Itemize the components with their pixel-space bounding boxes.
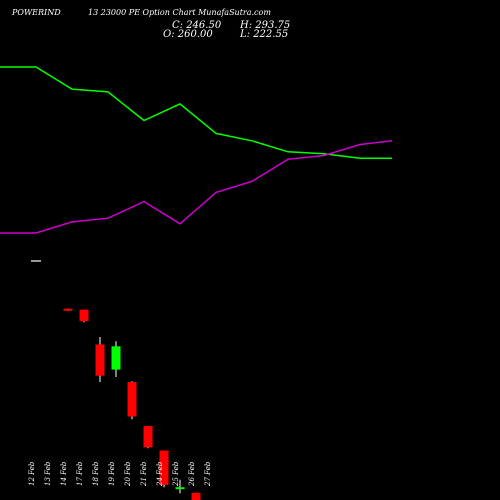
ohlc-open: O: 260.00: [163, 29, 213, 40]
candle-25-feb: [175, 479, 185, 494]
x-tick-label: 14 Feb: [60, 461, 68, 486]
x-tick-label: 21 Feb: [140, 461, 148, 487]
x-tick-label: 25 Feb: [172, 461, 180, 487]
x-tick-label: 13 Feb: [44, 461, 52, 486]
candles: [31, 260, 201, 500]
magenta-indicator-line: [0, 140, 393, 234]
candle-body: [159, 450, 169, 485]
candle-body: [63, 308, 73, 311]
candle-body: [127, 382, 137, 417]
candle-24-feb: [159, 450, 169, 488]
candle-18-feb: [95, 337, 105, 383]
x-tick-label: 19 Feb: [108, 461, 116, 486]
x-tick-label: 26 Feb: [188, 461, 196, 487]
indicator-lines: [0, 66, 393, 234]
x-tick-label: 18 Feb: [92, 461, 100, 486]
candle-14-feb: [63, 308, 73, 311]
x-axis-labels: 12 Feb 13 Feb 14 Feb 17 Feb 18 Feb 19 Feb 20 F…: [28, 461, 212, 487]
x-tick-label: 27 Feb: [204, 461, 212, 487]
chart-symbol: POWERIND: [12, 8, 61, 17]
x-tick-label: 12 Feb: [28, 461, 36, 486]
candle-body: [191, 492, 201, 500]
ohlc-low: L: 222.55: [240, 29, 289, 40]
candle-body: [143, 425, 153, 448]
x-tick-label: 20 Feb: [124, 461, 132, 487]
candle-26-feb: [191, 492, 201, 500]
candle-body: [79, 309, 89, 322]
candle-20-feb: [127, 381, 137, 420]
candle-17-feb: [79, 309, 89, 323]
candle-body: [175, 487, 185, 490]
x-tick-label: 24 Feb: [156, 461, 164, 487]
green-indicator-line: [0, 66, 392, 160]
ohlc-high: H: 293.75: [240, 20, 291, 31]
candle-body: [95, 344, 105, 376]
candle-21-feb: [143, 425, 153, 449]
ohlc-close: C: 246.50: [172, 20, 222, 31]
chart-subtitle: 13 23000 PE Option Chart MunafaSutra.com: [88, 8, 271, 17]
x-tick-label: 17 Feb: [76, 461, 84, 486]
candle-19-feb: [111, 341, 121, 377]
candle-body: [111, 346, 121, 370]
